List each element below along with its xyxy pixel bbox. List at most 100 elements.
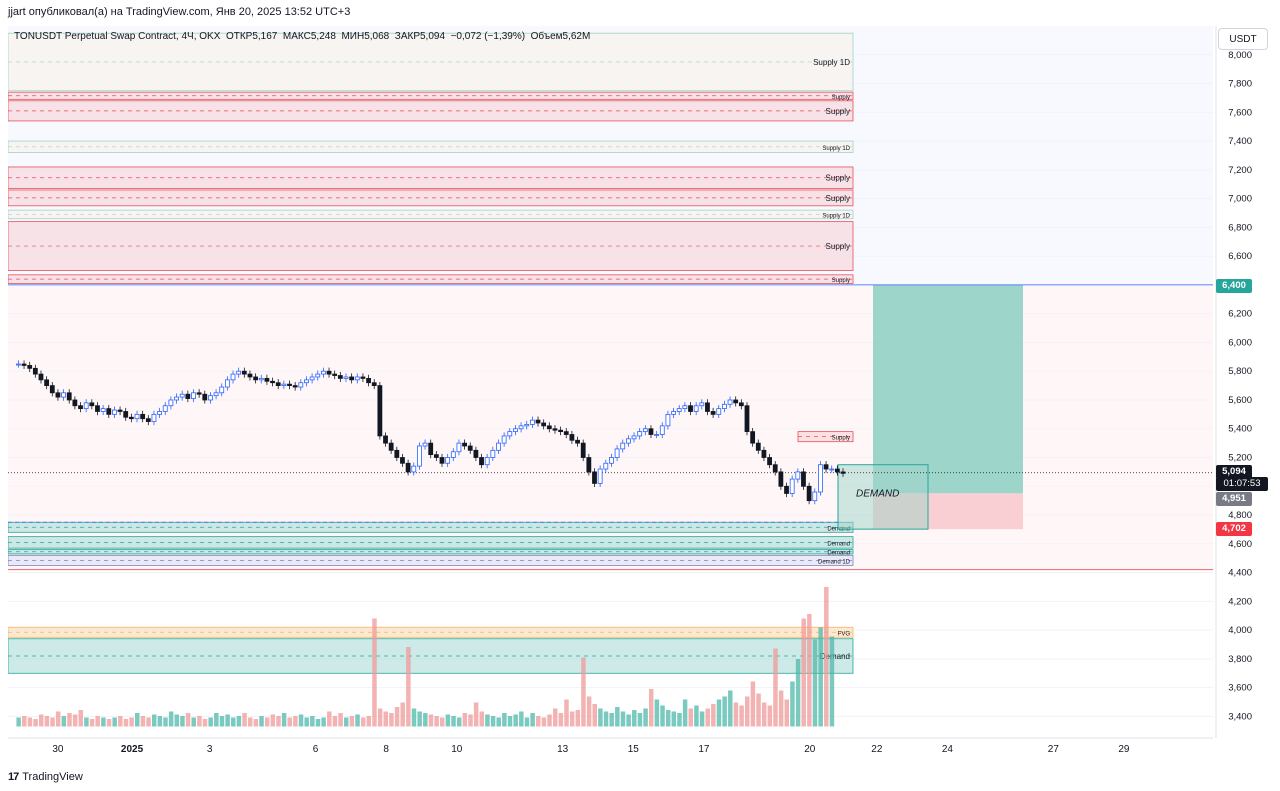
volume-bar [751,681,756,726]
volume-bar [129,717,134,726]
volume-bar [813,639,818,726]
volume-bar [146,717,151,726]
candle-body [785,486,789,493]
zone-label: Supply [826,174,850,183]
candle-body [632,436,636,439]
candle-body [773,465,777,472]
volume-bar [728,690,733,726]
candle-body [598,469,602,483]
volume-bar [508,716,513,727]
volume-bar [169,711,174,726]
volume-bar [107,719,112,727]
volume-bar [632,710,637,727]
candle-body [570,435,574,441]
volume-bar [700,711,705,726]
candle-body [564,432,568,435]
publish-info: jjart опубликовал(а) на TradingView.com,… [0,0,1280,24]
volume-bar [474,702,479,726]
volume-bar [22,716,27,727]
price-chart[interactable]: Supply 1D Supply Supply Supply 1D Supply Supp… [8,26,1271,764]
volume-bar [756,693,761,726]
candle-body [525,424,529,425]
price-tick-label: 6,600 [1228,251,1252,262]
candle-body [333,374,337,375]
candle-body [124,411,128,417]
candle-body [395,450,399,457]
candle-body [581,443,585,457]
candle-body [378,386,382,436]
candle-body [242,371,246,374]
stop-price-tag: 4,702 [1216,522,1252,536]
volume-bar [304,717,309,726]
zone-label: Supply [832,278,850,284]
candle-body [457,443,461,452]
candle-body [790,479,794,493]
zone-label: Supply 1D [813,58,850,67]
candle-body [604,463,608,469]
volume-bar [818,627,823,726]
volume-bar [587,696,592,726]
candle-body [406,463,410,472]
candle-body [175,397,179,400]
candle-body [118,410,122,411]
volume-bar [378,708,383,726]
zone-supply1d [8,210,853,219]
volume-bar [423,713,428,727]
price-tick-label: 5,400 [1228,424,1252,435]
volume-bar [242,713,247,727]
volume-bar [694,705,699,726]
candle-body [807,486,811,500]
zone-label: Supply 1D [822,213,850,219]
price-tick-label: 6,200 [1228,309,1252,320]
candle-body [423,443,427,446]
volume-bar [175,714,180,726]
price-tick-label: 6,800 [1228,222,1252,233]
candle-body [485,458,489,465]
candle-body [745,406,749,432]
volume-bar [576,710,581,727]
candle-body [649,429,653,435]
volume-bar [288,717,293,726]
candle-body [717,409,721,415]
zone-supply [8,190,853,206]
volume-bar [615,707,620,727]
volume-bar [389,713,394,727]
volume-bar [231,717,236,726]
time-tick-label: 2025 [121,744,144,755]
volume-bar [39,714,44,726]
candle-body [265,378,269,381]
candle-body [259,378,263,379]
price-tick-label: 3,400 [1228,711,1252,722]
time-tick-label: 17 [698,744,710,755]
candle-body [400,458,404,464]
volume-bar [152,714,157,726]
candle-body [107,409,111,415]
candle-body [530,420,534,424]
volume-bar [768,705,773,726]
candle-body [412,466,416,472]
price-tick-label: 6,000 [1228,337,1252,348]
volume-bar [316,719,321,727]
candle-body [163,406,167,412]
candle-body [141,414,145,418]
candle-body [621,443,625,449]
candle-body [739,403,743,406]
volume-bar [564,699,569,726]
currency-selector[interactable]: USDT [1218,28,1268,50]
entry-price-tag: 4,951 [1216,492,1252,506]
candle-body [276,383,280,386]
candle-body [361,377,365,378]
zone-supply [8,101,853,121]
candle-body [689,406,693,412]
time-tick-label: 20 [804,744,816,755]
candle-body [95,406,99,412]
volume-bar [333,716,338,727]
candle-body [50,386,54,393]
tradingview-footer[interactable]: 17 TradingView [8,768,83,786]
volume-bar [609,713,614,727]
candle-body [841,472,845,473]
zone-demand [8,639,853,674]
zone-label: Demand 1D [818,559,851,565]
time-tick-label: 22 [871,744,883,755]
chart-area[interactable]: Supply 1D Supply Supply Supply 1D Supply Supp… [8,26,1271,764]
